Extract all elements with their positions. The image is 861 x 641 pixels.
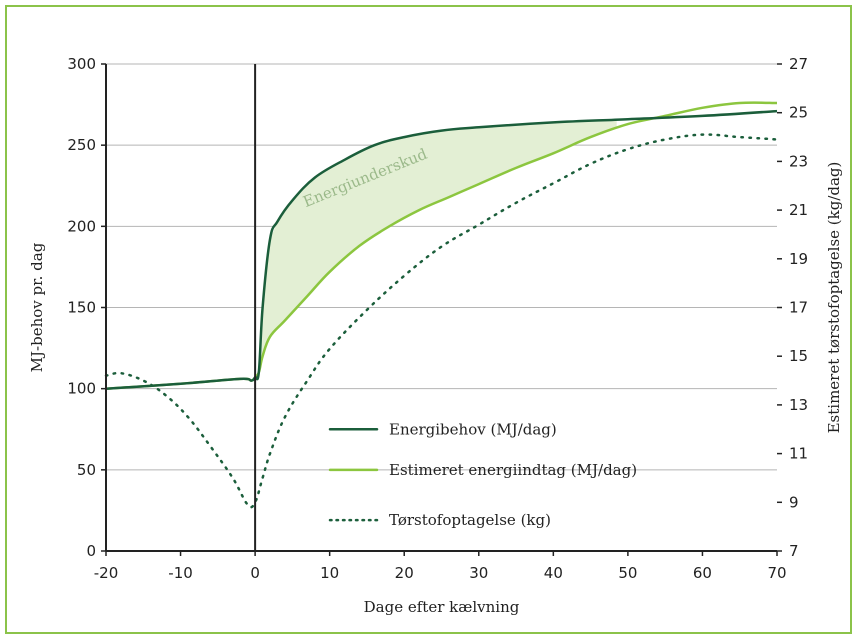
y-tick-label: 50 — [77, 461, 96, 479]
y-tick-label: 300 — [67, 55, 96, 73]
legend-label-energiindtag: Estimeret energiindtag (MJ/dag) — [389, 461, 637, 479]
y-tick-label: 250 — [67, 136, 96, 154]
x-tick-label: -10 — [168, 564, 193, 582]
y2-axis-title: Estimeret tørstofoptagelse (kg/dag) — [825, 162, 843, 434]
y2-tick-label: 21 — [789, 201, 808, 219]
legend-label-torstofoptagelse: Tørstofoptagelse (kg) — [389, 511, 551, 529]
axes-layer — [101, 63, 782, 556]
y2-tick-label: 25 — [789, 104, 808, 122]
x-tick-label: 60 — [693, 564, 712, 582]
tick-labels: 05010015020025030079111315171921232527-2… — [67, 55, 808, 582]
y2-tick-label: 15 — [789, 347, 808, 365]
y2-tick-label: 9 — [789, 493, 799, 511]
y2-tick-label: 17 — [789, 299, 808, 317]
y-tick-label: 200 — [67, 217, 96, 235]
energy-deficit-area — [258, 119, 617, 373]
y2-tick-label: 11 — [789, 445, 808, 463]
legend-label-energibehov: Energibehov (MJ/dag) — [389, 420, 557, 438]
x-axis-title: Dage efter kælvning — [364, 598, 520, 616]
y2-tick-label: 27 — [789, 55, 808, 73]
x-tick-label: 20 — [395, 564, 414, 582]
series-line-torstofoptagelse — [104, 133, 779, 509]
x-tick-label: 40 — [544, 564, 563, 582]
chart-frame: 0 50 100 150 200 250 300 7 9 11 13 15 17 19 21 23 25 27 -2… — [5, 5, 852, 634]
x-tick-label: -20 — [94, 564, 119, 582]
y2-tick-label: 23 — [789, 152, 808, 170]
x-tick-label: 10 — [320, 564, 339, 582]
legend: Energibehov (MJ/dag) Estimeret energiind… — [328, 420, 637, 529]
series-line-energibehov — [105, 109, 778, 390]
gridlines — [106, 63, 777, 471]
y2-tick-label: 7 — [789, 542, 799, 560]
x-tick-label: 70 — [767, 564, 786, 582]
x-tick-label: 30 — [469, 564, 488, 582]
y2-tick-label: 19 — [789, 250, 808, 268]
y-tick-label: 150 — [67, 299, 96, 317]
x-tick-label: 50 — [618, 564, 637, 582]
y2-tick-label: 13 — [789, 396, 808, 414]
y-tick-label: 100 — [67, 380, 96, 398]
y-tick-label: 0 — [86, 542, 96, 560]
y-axis-title: MJ-behov pr. dag — [28, 242, 46, 372]
x-tick-label: 0 — [250, 564, 260, 582]
chart-svg: 05010015020025030079111315171921232527-2… — [28, 55, 843, 616]
